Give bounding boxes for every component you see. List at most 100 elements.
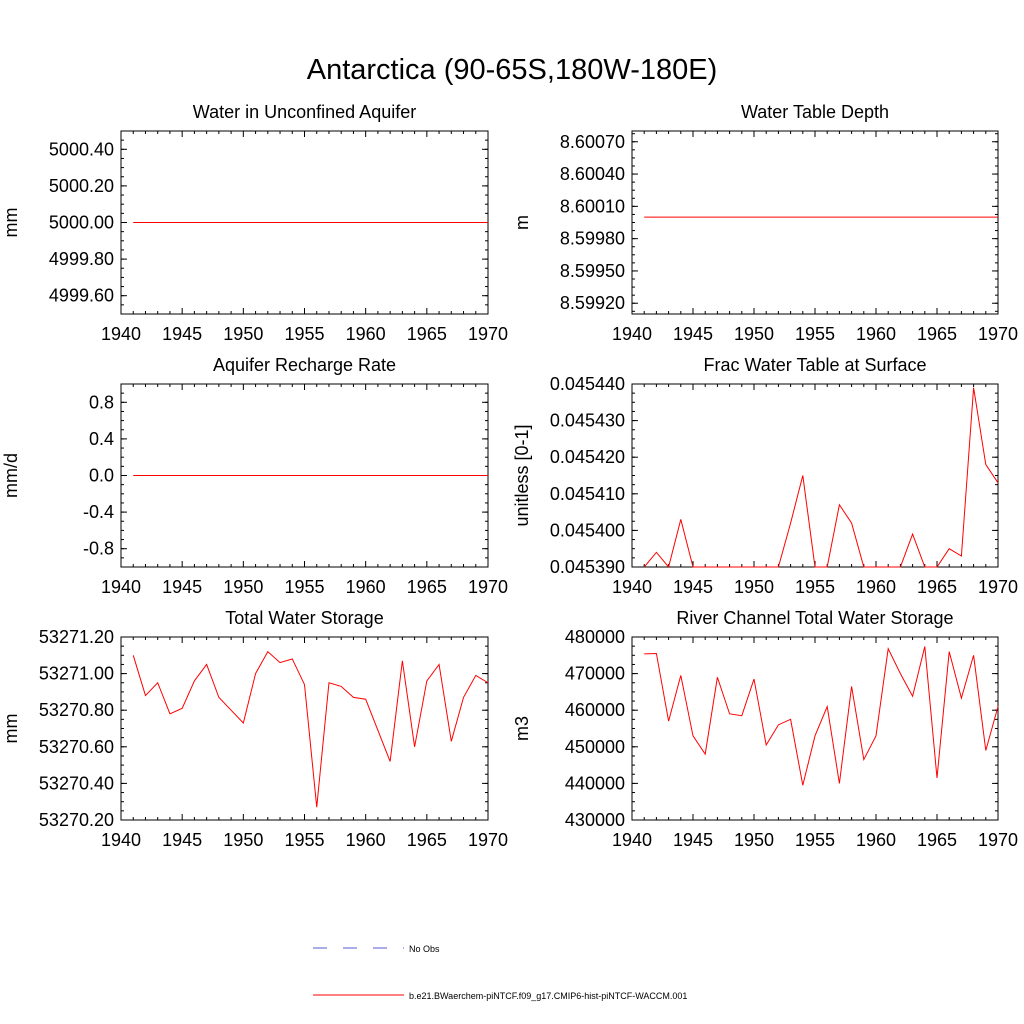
x-tick-label: 1945: [162, 830, 202, 850]
x-tick-label: 1955: [795, 324, 835, 344]
y-tick-label: 0.0: [89, 466, 114, 486]
x-tick-label: 1965: [407, 577, 447, 597]
y-tick-label: 0.045410: [550, 484, 625, 504]
x-tick-label: 1970: [978, 830, 1018, 850]
legend-label-model-run: b.e21.BWaerchem-piNTCF.f09_g17.CMIP6-his…: [409, 991, 687, 1001]
x-tick-label: 1950: [223, 324, 263, 344]
x-tick-label: 1940: [612, 577, 652, 597]
y-tick-label: 440000: [565, 773, 625, 793]
y-tick-label: 8.60040: [560, 164, 625, 184]
y-tick-label: 5000.40: [49, 139, 114, 159]
chart-title: Water in Unconfined Aquifer: [193, 102, 416, 122]
x-tick-label: 1940: [101, 577, 141, 597]
chart-panel: Water in Unconfined Aquifer mm 1940 1945 195…: [1, 102, 508, 344]
x-tick-label: 1940: [101, 830, 141, 850]
x-tick-label: 1950: [734, 830, 774, 850]
legend: No Obs b.e21.BWaerchem-piNTCF.f09_g17.CM…: [313, 944, 687, 1001]
x-tick-label: 1970: [978, 324, 1018, 344]
x-tick-label: 1955: [795, 830, 835, 850]
x-tick-label: 1965: [917, 324, 957, 344]
y-axis-label: m: [512, 215, 532, 230]
series-line: [132, 650, 489, 808]
x-tick-label: 1940: [612, 324, 652, 344]
x-tick-label: 1955: [795, 577, 835, 597]
x-tick-label: 1960: [346, 830, 386, 850]
x-tick-label: 1960: [346, 324, 386, 344]
x-tick-label: 1955: [284, 324, 324, 344]
y-tick-label: 0.045430: [550, 411, 625, 431]
chart-panel: River Channel Total Water Storage m3 1940 1…: [512, 608, 1018, 850]
x-tick-label: 1970: [468, 577, 508, 597]
x-tick-label: 1955: [284, 830, 324, 850]
y-tick-label: 8.60010: [560, 196, 625, 216]
chart-panel: Frac Water Table at Surface unitless [0-1…: [512, 355, 1018, 597]
y-tick-label: 460000: [565, 700, 625, 720]
x-tick-label: 1945: [162, 577, 202, 597]
plot-frame: [631, 636, 999, 821]
x-tick-label: 1970: [468, 830, 508, 850]
chart-title: Total Water Storage: [225, 608, 383, 628]
chart-panel: Aquifer Recharge Rate mm/d 1940 1945 1950 195…: [1, 355, 508, 597]
x-tick-label: 1960: [346, 577, 386, 597]
x-tick-label: 1965: [407, 324, 447, 344]
y-tick-label: 0.4: [89, 429, 114, 449]
x-tick-label: 1945: [673, 577, 713, 597]
y-tick-label: 8.59920: [560, 293, 625, 313]
chart-title: Aquifer Recharge Rate: [213, 355, 396, 375]
y-tick-label: 5000.20: [49, 176, 114, 196]
y-tick-label: 0.045390: [550, 557, 625, 577]
y-tick-label: 4999.80: [49, 249, 114, 269]
y-tick-label: 5000.00: [49, 213, 114, 233]
y-tick-label: 0.045400: [550, 520, 625, 540]
y-axis-label: mm/d: [1, 453, 21, 498]
y-tick-label: 4999.60: [49, 286, 114, 306]
chart-title: Frac Water Table at Surface: [703, 355, 926, 375]
x-tick-label: 1960: [856, 830, 896, 850]
plot-frame: [631, 383, 999, 568]
x-tick-label: 1940: [101, 324, 141, 344]
y-tick-label: 53271.20: [39, 627, 114, 647]
x-tick-label: 1950: [734, 324, 774, 344]
series-line: [643, 387, 999, 569]
y-tick-label: 470000: [565, 664, 625, 684]
x-tick-label: 1970: [978, 577, 1018, 597]
x-tick-label: 1960: [856, 324, 896, 344]
x-tick-label: 1970: [468, 324, 508, 344]
y-tick-label: 0.045420: [550, 447, 625, 467]
y-tick-label: 53270.20: [39, 810, 114, 830]
y-tick-label: -0.8: [83, 539, 114, 559]
x-tick-label: 1955: [284, 577, 324, 597]
y-tick-label: 450000: [565, 737, 625, 757]
legend-label-no-obs: No Obs: [409, 944, 440, 954]
y-tick-label: 0.045440: [550, 374, 625, 394]
y-axis-label: mm: [1, 714, 21, 744]
y-tick-label: 53271.00: [39, 664, 114, 684]
series-line: [644, 646, 999, 786]
y-tick-label: 53270.60: [39, 737, 114, 757]
x-tick-label: 1965: [407, 830, 447, 850]
y-tick-label: 480000: [565, 627, 625, 647]
x-tick-label: 1950: [223, 577, 263, 597]
y-axis-label: m3: [512, 716, 532, 741]
page-title: Antarctica (90-65S,180W-180E): [306, 54, 718, 86]
x-tick-label: 1965: [917, 577, 957, 597]
x-tick-label: 1950: [734, 577, 774, 597]
plot-frame: [631, 130, 999, 315]
y-tick-label: 8.59980: [560, 229, 625, 249]
y-axis-label: unitless [0-1]: [512, 424, 532, 526]
x-tick-label: 1965: [917, 830, 957, 850]
chart-panel: Total Water Storage mm 1940 1945 1950 1955 196…: [1, 608, 508, 850]
x-tick-label: 1960: [856, 577, 896, 597]
y-tick-label: 430000: [565, 810, 625, 830]
y-axis-label: mm: [1, 208, 21, 238]
y-tick-label: 8.60070: [560, 132, 625, 152]
y-tick-label: 53270.80: [39, 700, 114, 720]
plot-frame: [120, 636, 489, 821]
x-tick-label: 1940: [612, 830, 652, 850]
chart-panel: Water Table Depth m 1940 1945 1950 1955 1960 19…: [512, 102, 1018, 344]
x-tick-label: 1945: [673, 324, 713, 344]
chart-title: River Channel Total Water Storage: [676, 608, 953, 628]
y-tick-label: 0.8: [89, 392, 114, 412]
y-tick-label: 53270.40: [39, 773, 114, 793]
